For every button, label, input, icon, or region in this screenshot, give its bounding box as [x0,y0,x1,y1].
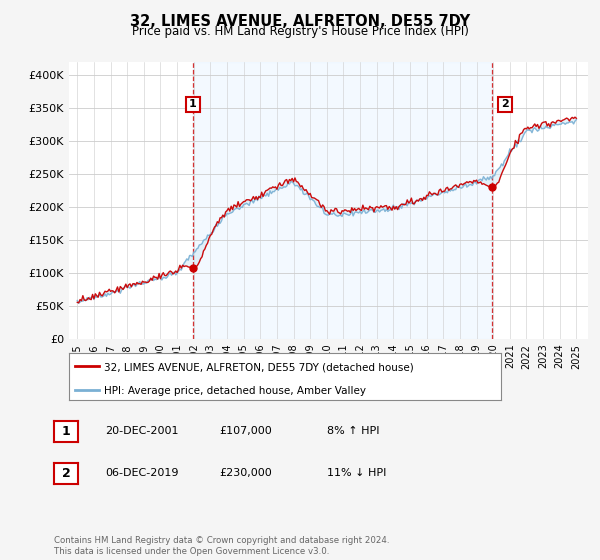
Text: Contains HM Land Registry data © Crown copyright and database right 2024.
This d: Contains HM Land Registry data © Crown c… [54,536,389,556]
Text: 11% ↓ HPI: 11% ↓ HPI [327,468,386,478]
Bar [193,62,492,339]
Text: 1: 1 [189,100,197,110]
Text: 32, LIMES AVENUE, ALFRETON, DE55 7DY: 32, LIMES AVENUE, ALFRETON, DE55 7DY [130,14,470,29]
Text: 2: 2 [62,467,70,480]
Text: Price paid vs. HM Land Registry's House Price Index (HPI): Price paid vs. HM Land Registry's House … [131,25,469,38]
Text: £107,000: £107,000 [219,426,272,436]
Text: £230,000: £230,000 [219,468,272,478]
Text: 1: 1 [62,425,70,438]
Text: 2: 2 [501,100,509,110]
Text: HPI: Average price, detached house, Amber Valley: HPI: Average price, detached house, Ambe… [104,386,365,396]
Text: 20-DEC-2001: 20-DEC-2001 [105,426,179,436]
Text: 06-DEC-2019: 06-DEC-2019 [105,468,179,478]
Text: 8% ↑ HPI: 8% ↑ HPI [327,426,380,436]
Text: 32, LIMES AVENUE, ALFRETON, DE55 7DY (detached house): 32, LIMES AVENUE, ALFRETON, DE55 7DY (de… [104,362,413,372]
